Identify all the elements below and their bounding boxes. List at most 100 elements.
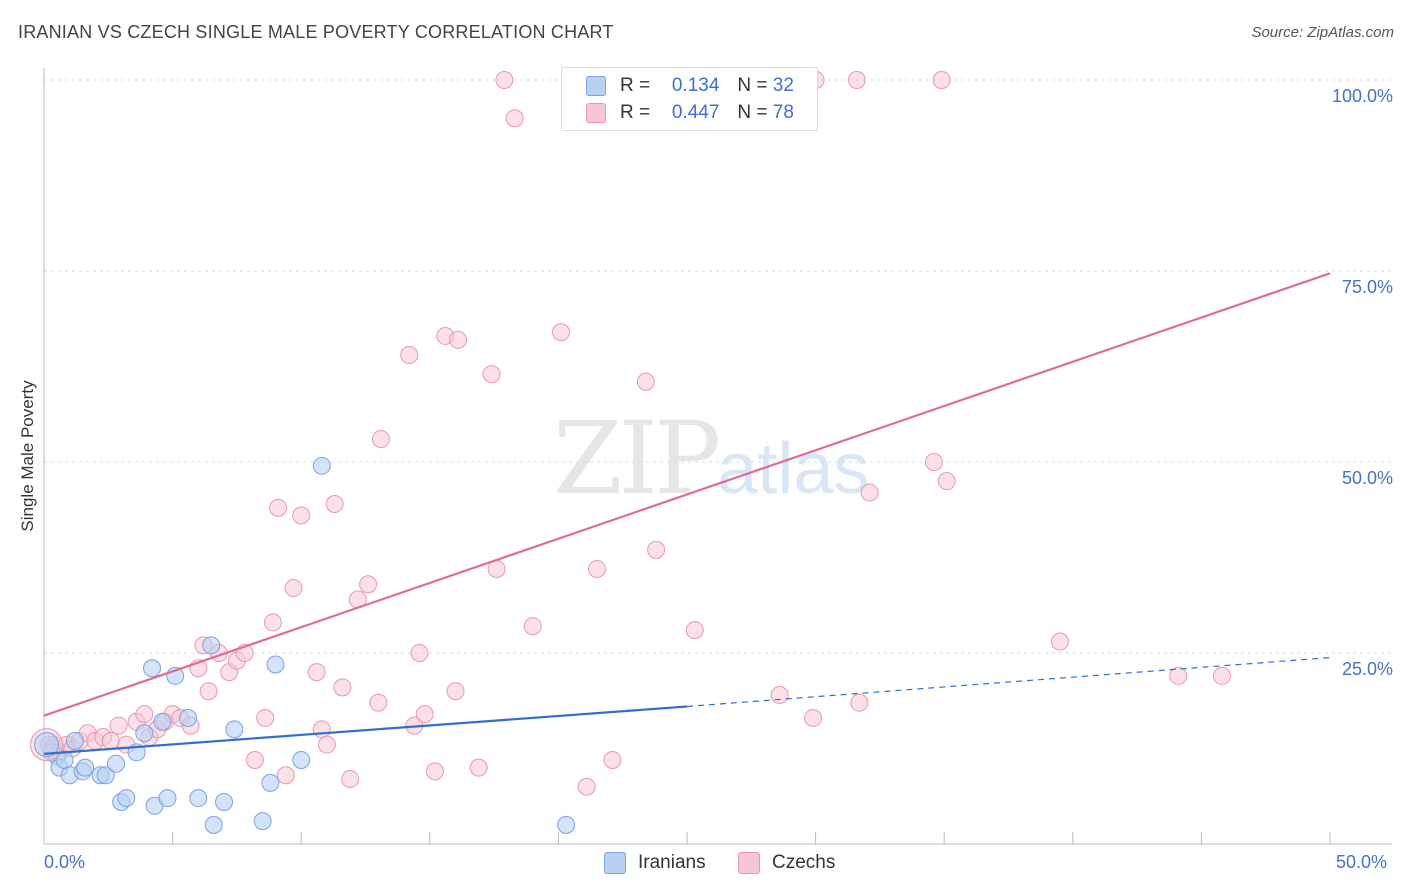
iranians-point — [253, 812, 272, 831]
czechs-point — [847, 71, 866, 89]
iranians-point — [179, 708, 198, 727]
iranians-point — [117, 789, 136, 808]
czechs-point — [276, 766, 295, 785]
legend-item-iranians[interactable]: Iranians — [604, 852, 706, 874]
y-tick-100: 100.0% — [1331, 86, 1393, 106]
iranians-point — [143, 659, 162, 678]
iranians-point — [153, 712, 172, 731]
n-label: N = — [737, 75, 768, 96]
czechs-point — [1212, 666, 1231, 685]
czechs-point — [587, 559, 606, 578]
r-label: R = — [620, 75, 651, 96]
iranians-point — [158, 789, 177, 808]
iranians-point — [204, 815, 223, 834]
watermark-zip: ZIP — [553, 400, 721, 517]
iranians-point — [312, 456, 331, 475]
czechs-trend-line — [43, 272, 1331, 717]
czechs-point — [292, 506, 311, 525]
chart-title: IRANIAN VS CZECH SINGLE MALE POVERTY COR… — [18, 22, 614, 42]
czechs-point — [685, 621, 704, 640]
czechs-point — [804, 708, 823, 727]
iranians-point — [557, 815, 576, 834]
iranians-point — [202, 636, 221, 655]
r-value: 0.134 — [671, 75, 720, 96]
stats-legend: R = 0.134 N = 32 R = 0.447 N = 78 — [561, 67, 818, 131]
czechs-point — [312, 720, 331, 739]
czechs-point — [1050, 632, 1069, 651]
czechs-point — [359, 575, 378, 594]
n-value: 32 — [772, 75, 794, 96]
iranians-point — [107, 754, 126, 773]
czechs-point — [256, 708, 275, 727]
czechs-point — [495, 71, 514, 89]
czechs-point — [850, 693, 869, 712]
iranians-point — [189, 789, 208, 808]
series-legend: Iranians Czechs — [0, 852, 1406, 878]
iranians-point — [266, 655, 285, 674]
czechs-point — [263, 613, 282, 632]
legend-label-iranians: Iranians — [638, 852, 706, 873]
czechs-point — [636, 372, 655, 391]
source-label: Source: ZipAtlas.com — [1251, 24, 1394, 41]
czechs-point — [505, 109, 524, 128]
czechs-point — [325, 495, 344, 514]
n-value: 78 — [772, 102, 794, 123]
czechs-swatch — [586, 103, 606, 123]
czechs-point — [245, 750, 264, 769]
y-tick-75: 75.0% — [1341, 277, 1393, 297]
czechs-point — [400, 346, 419, 365]
iranians-trend-extension — [686, 656, 1331, 708]
iranians-point — [215, 792, 234, 811]
iranians-point — [225, 720, 244, 739]
czechs-point — [410, 644, 429, 662]
iranians-point — [261, 773, 280, 792]
czechs-point — [284, 579, 303, 598]
czechs-point — [924, 453, 943, 471]
czechs-point — [469, 758, 488, 777]
czechs-point — [199, 682, 218, 701]
czechs-point — [482, 365, 501, 384]
czechs-point — [1169, 666, 1188, 685]
czechs-point — [770, 686, 789, 705]
czechs-point — [333, 678, 352, 697]
stats-row-czechs: R = 0.447 N = 78 — [586, 100, 794, 126]
czechs-point — [101, 731, 120, 750]
czechs-point — [446, 682, 465, 701]
x-tick-50: 50.0% — [1336, 852, 1388, 872]
iranians-swatch — [586, 76, 606, 96]
iranians-point — [34, 732, 60, 758]
czechs-point — [341, 770, 360, 789]
czechs-point — [523, 617, 542, 636]
y-tick-50: 50.0% — [1341, 468, 1393, 488]
stats-row-iranians: R = 0.134 N = 32 — [586, 73, 794, 99]
n-label: N = — [737, 102, 768, 123]
r-label: R = — [620, 102, 651, 123]
r-value: 0.447 — [671, 102, 720, 123]
czechs-legend-swatch — [738, 852, 760, 874]
iranians-trend-line — [43, 705, 688, 755]
czechs-point — [577, 777, 596, 796]
legend-item-czechs[interactable]: Czechs — [738, 852, 835, 874]
iranians-point — [135, 724, 154, 743]
czechs-point — [551, 323, 570, 342]
czechs-point — [425, 762, 444, 781]
watermark-atlas: atlas — [717, 429, 870, 509]
iranians-legend-swatch — [604, 852, 626, 874]
zipatlas-watermark: ZIPatlas — [553, 400, 869, 517]
czechs-point — [109, 716, 128, 735]
czechs-point — [369, 693, 388, 712]
x-tick-0: 0.0% — [44, 852, 86, 872]
czechs-point — [937, 472, 956, 491]
czechs-point — [860, 483, 879, 502]
iranians-point — [292, 750, 311, 769]
iranians-point — [76, 758, 95, 777]
czechs-point — [269, 498, 288, 517]
czechs-point — [307, 663, 326, 682]
czechs-point — [135, 705, 154, 724]
iranians-point — [65, 731, 84, 750]
y-tick-25: 25.0% — [1341, 659, 1393, 679]
czechs-point — [449, 330, 468, 349]
czechs-point — [317, 735, 336, 754]
legend-label-czechs: Czechs — [772, 852, 836, 873]
